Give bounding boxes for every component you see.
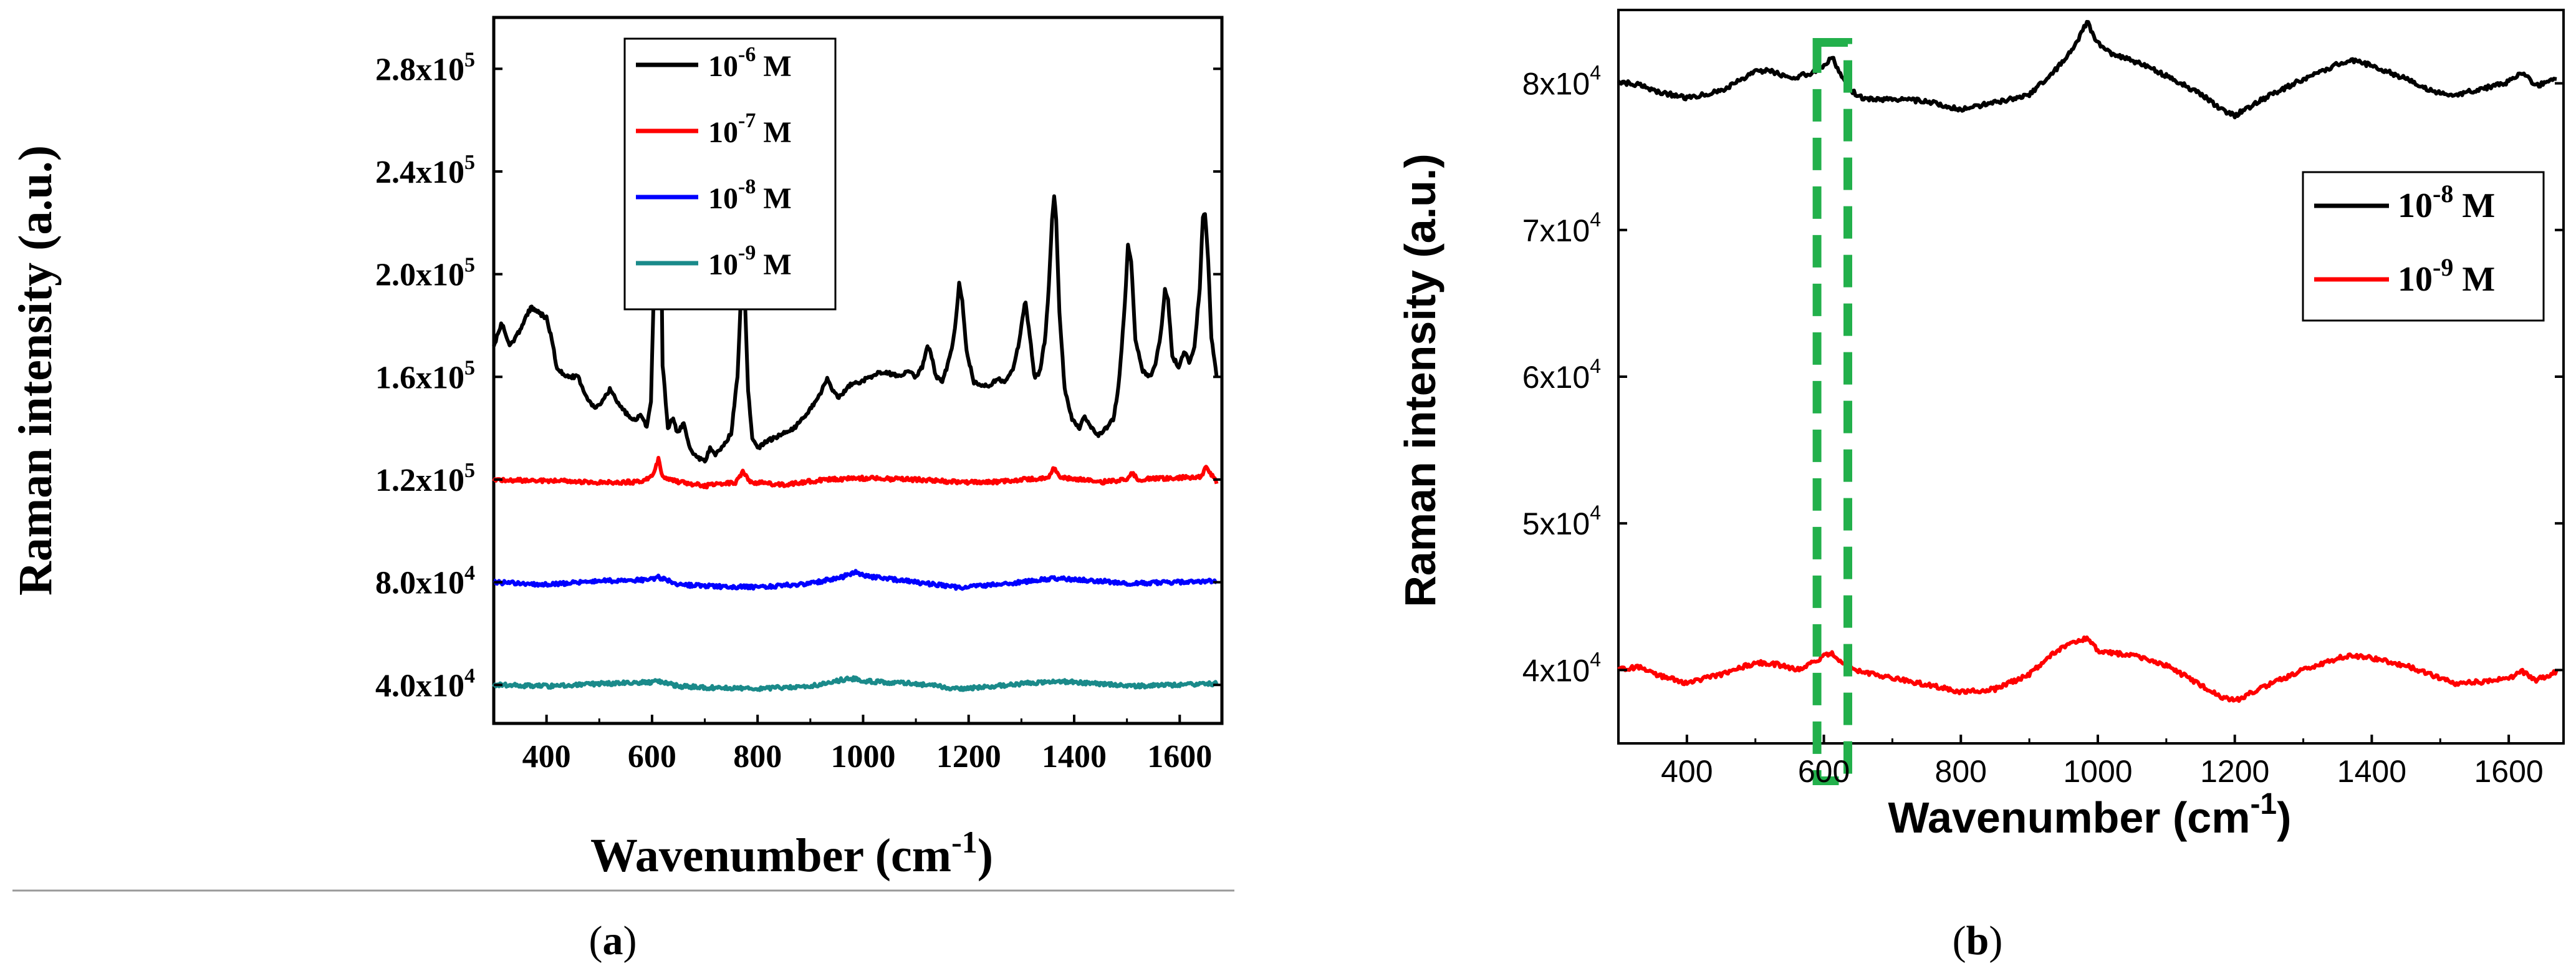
y-tick-label: 8.0x104 (375, 562, 475, 601)
x-tick-label: 800 (733, 739, 782, 775)
legend-b: 10-8 M 10-9 M (2302, 171, 2545, 322)
x-tick-label: 1600 (1147, 739, 1212, 775)
x-tick-label: 400 (522, 739, 571, 775)
y-tick-label: 1.6x105 (375, 356, 475, 395)
legend-label: 10-9 M (708, 241, 792, 281)
y-ticks-b: 4x104 5x104 6x104 7x104 8x104 (1522, 62, 2564, 688)
y-axis-label-b: Raman intensity (a.u.) (1396, 153, 1444, 607)
highlight-dashed-box (1812, 38, 1853, 785)
x-tick-label: 1400 (1042, 739, 1107, 775)
panel-b-chart: 400 600 800 1000 1200 1400 1600 4x104 5x104 6x10… (1396, 9, 2565, 964)
y-axis-label-a: Raman intensity (a.u.) (9, 145, 62, 596)
series-line-a-m8 (493, 569, 1218, 591)
series-line-b-m8 (1617, 20, 2557, 120)
legend-label: 10-9 M (2398, 253, 2495, 299)
x-ticks-a: 400 600 800 1000 1200 1400 1600 (522, 715, 1212, 775)
x-tick-label: 1400 (2337, 754, 2406, 789)
highlight-box-b (1812, 38, 1853, 785)
x-tick-label: 600 (1798, 754, 1850, 789)
series-line-a-m6 (492, 58, 1219, 464)
x-tick-label: 1000 (830, 739, 895, 775)
x-ticks-b: 400 600 800 1000 1200 1400 1600 (1661, 735, 2544, 789)
y-tick-label: 6x104 (1522, 355, 1601, 395)
x-tick-label: 1200 (2200, 754, 2269, 789)
x-axis-label-a: Wavenumber (cm-1) (590, 824, 993, 882)
x-tick-label: 800 (1935, 754, 1987, 789)
y-tick-label: 2.0x105 (375, 254, 475, 293)
legend-label: 10-8 M (708, 175, 792, 215)
x-tick-label: 400 (1661, 754, 1713, 789)
y-tick-label: 8x104 (1522, 62, 1601, 102)
series-line-a-m7 (492, 456, 1219, 490)
legend-box-b (2302, 171, 2545, 322)
y-tick-label: 5x104 (1522, 501, 1601, 541)
x-tick-label: 1000 (2063, 754, 2132, 789)
panel-a-chart: 400 600 800 1000 1200 1400 1600 4.0x104 8.0x104… (9, 16, 1234, 964)
legend-label: 10-8 M (2398, 180, 2495, 225)
y-tick-label: 4.0x104 (375, 664, 475, 703)
x-tick-label: 1200 (936, 739, 1001, 775)
series-line-b-m9 (1617, 635, 2559, 703)
legend-label: 10-7 M (708, 109, 792, 149)
y-tick-label: 2.4x105 (375, 151, 475, 190)
series-group-b (1617, 20, 2559, 703)
plot-frame-a (492, 16, 1224, 725)
y-tick-label: 4x104 (1522, 648, 1601, 688)
caption-a: (a) (589, 918, 637, 964)
x-tick-label: 1600 (2474, 754, 2543, 789)
y-tick-label: 1.2x105 (375, 459, 475, 498)
y-tick-label: 7x104 (1522, 208, 1601, 248)
y-tick-label: 2.8x105 (375, 48, 475, 87)
series-group-a (492, 58, 1219, 692)
plot-frame-b (1617, 9, 2565, 745)
x-axis-label-b: Wavenumber (cm-1) (1888, 788, 2292, 842)
caption-b: (b) (1953, 918, 2003, 964)
legend-a: 10-6 M 10-7 M 10-8 M 10-9 M (623, 37, 837, 311)
legend-label: 10-6 M (708, 43, 792, 83)
x-tick-label: 600 (628, 739, 676, 775)
series-line-a-m9 (492, 675, 1219, 692)
y-ticks-a: 4.0x104 8.0x104 1.2x105 1.6x105 2.0x105 2.4x1… (375, 48, 1222, 703)
